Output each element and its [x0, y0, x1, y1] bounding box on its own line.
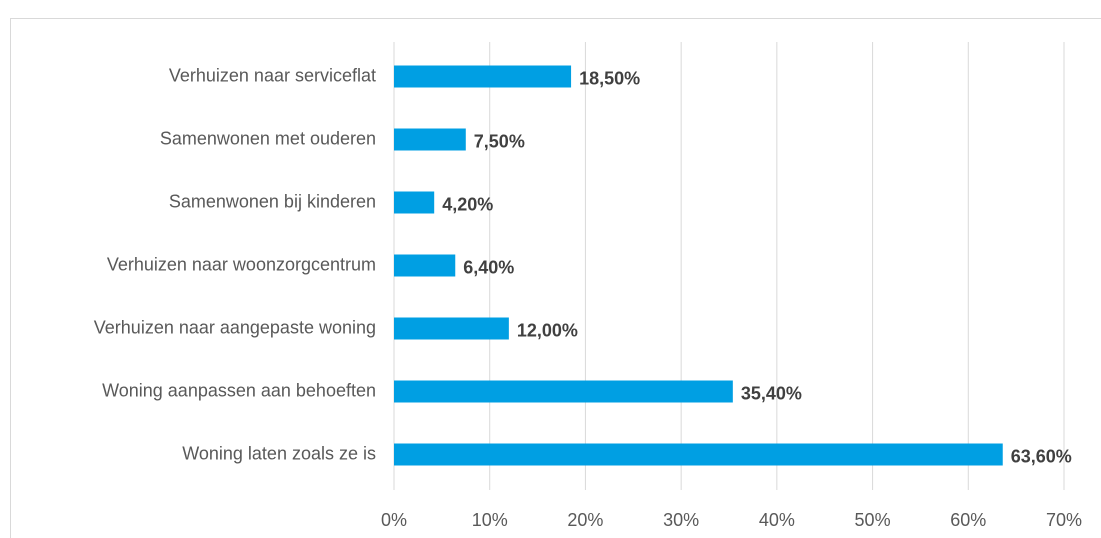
y-tick-label: Woning aanpassen aan behoeften [102, 380, 376, 400]
y-tick-label: Verhuizen naar serviceflat [169, 65, 376, 85]
bar [394, 443, 1003, 466]
x-tick-label: 40% [759, 510, 795, 530]
bar [394, 254, 456, 277]
bar [394, 191, 435, 214]
x-tick-label: 20% [567, 510, 603, 530]
x-tick-label: 30% [663, 510, 699, 530]
y-tick-label: Woning laten zoals ze is [182, 443, 376, 463]
bar [394, 128, 466, 151]
value-label: 4,20% [442, 194, 493, 214]
bar [394, 65, 572, 88]
bar [394, 380, 733, 403]
x-tick-label: 70% [1046, 510, 1082, 530]
x-tick-label: 60% [950, 510, 986, 530]
y-tick-label: Verhuizen naar woonzorgcentrum [107, 254, 376, 274]
value-label: 35,40% [741, 383, 802, 403]
chart-frame [10, 18, 1101, 538]
value-label: 63,60% [1011, 446, 1072, 466]
y-tick-label: Samenwonen bij kinderen [169, 191, 376, 211]
x-tick-label: 50% [855, 510, 891, 530]
value-label: 6,40% [463, 257, 514, 277]
y-tick-label: Verhuizen naar aangepaste woning [94, 317, 376, 337]
y-tick-label: Samenwonen met ouderen [160, 128, 376, 148]
value-label: 18,50% [579, 68, 640, 88]
bar [394, 317, 509, 340]
x-tick-label: 0% [381, 510, 407, 530]
x-tick-label: 10% [472, 510, 508, 530]
value-label: 7,50% [474, 131, 525, 151]
value-label: 12,00% [517, 320, 578, 340]
